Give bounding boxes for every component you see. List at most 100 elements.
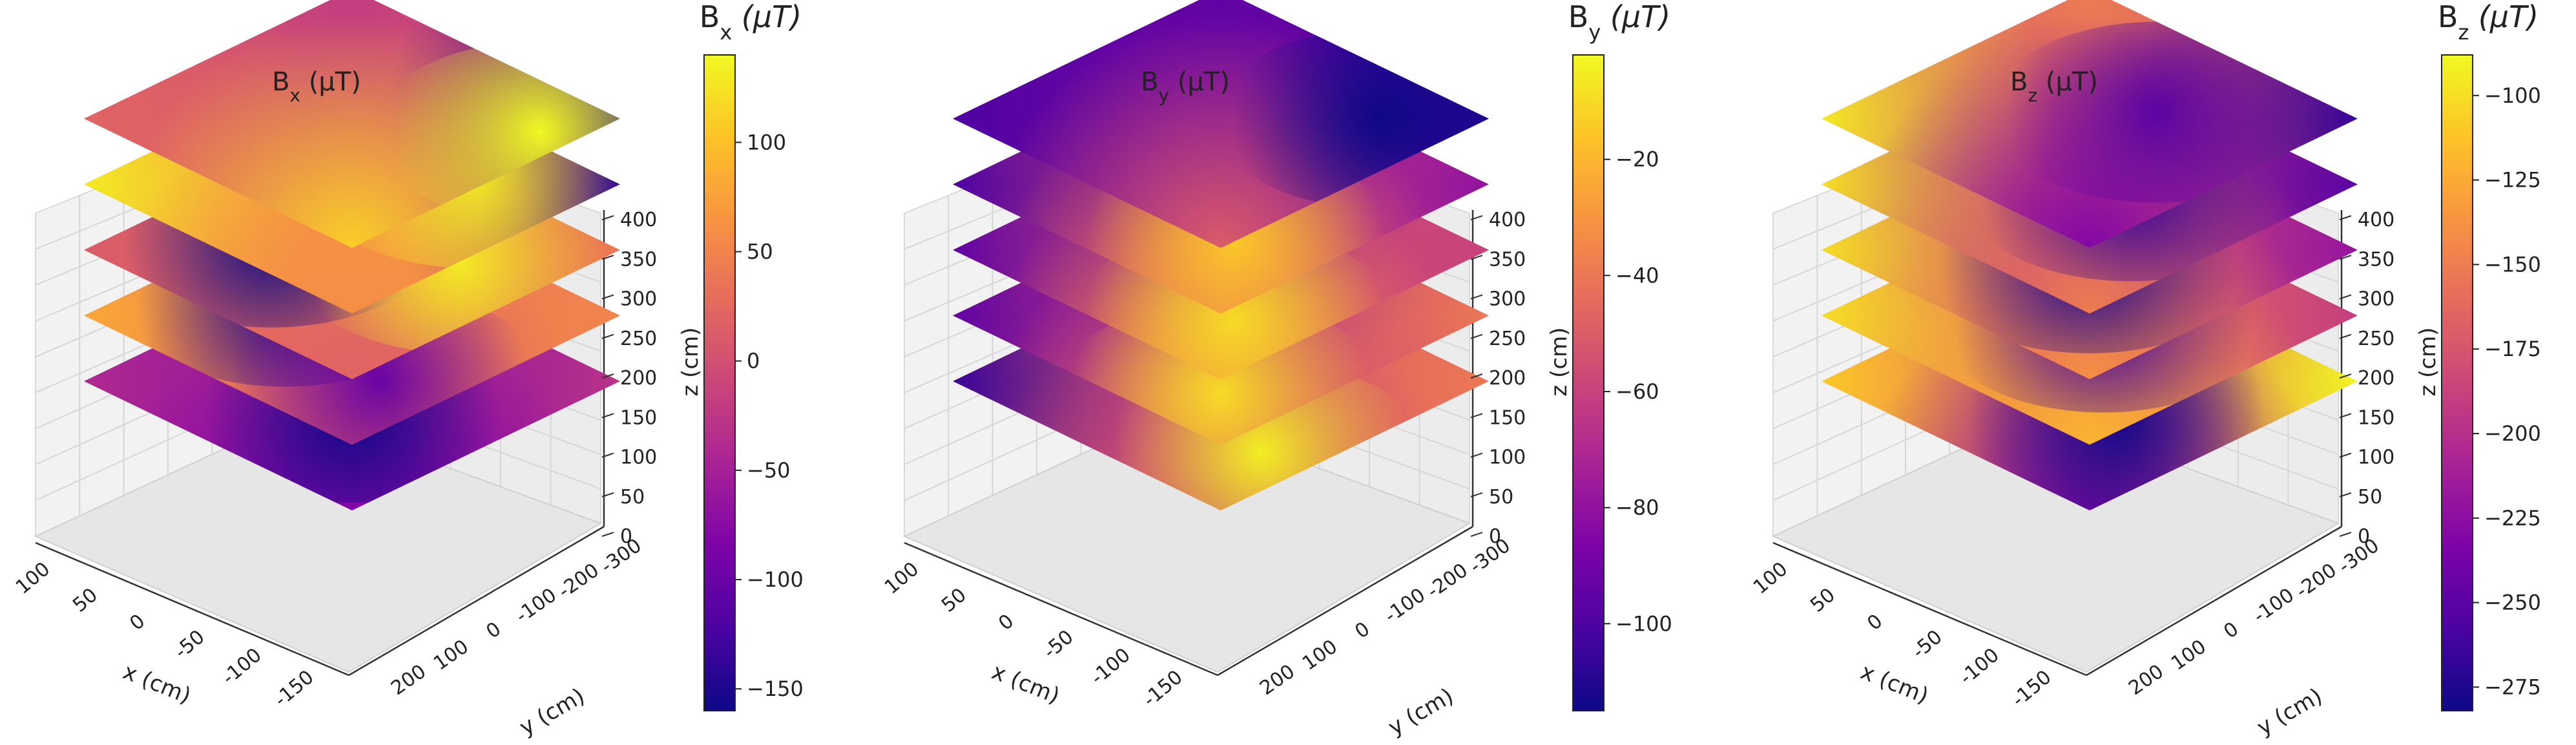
colorbar: −20 −40 −60 −80 −100 [1572,54,1672,711]
z-tick-label: 50 [2358,486,2382,509]
colorbar-tick-label: −100 [2484,83,2541,108]
z-tick-mark [601,413,614,419]
z-tick-label: 300 [1489,288,1526,311]
x-tick-label: -50 [1908,625,1947,663]
colorbar-tick-label: −200 [2484,421,2541,446]
x-tick-label: -100 [218,644,266,689]
z-tick-label: 200 [620,367,657,390]
z-tick-label: 100 [620,446,657,469]
z-tick-mark [1470,413,1483,419]
z-tick-label: 300 [620,288,657,311]
z-tick-label: 200 [1489,367,1526,390]
colorbar-gradient [1572,54,1605,711]
z-tick-mark [601,373,614,379]
y-axis-line [348,525,605,677]
x-tick-label: 100 [880,558,923,599]
y-tick-label: -100 [1380,584,1429,628]
x-tick-label: 100 [1749,558,1792,599]
colorbar: −100 −125 −150 −175 −200 −225 −250 −275 [2441,54,2541,711]
panel-title: Bx (μT) [272,67,361,106]
z-tick-mark [2339,413,2352,419]
z-tick-mark [1470,215,1483,220]
colorbar-label: Bz (μT) [2438,0,2539,45]
colorbar-tick-label: 100 [747,130,786,154]
panel-title: Bz (μT) [2010,67,2098,106]
plane-hotspot [371,41,620,222]
colorbar-tick-label: −20 [1615,147,1659,172]
x-tick-label: -150 [1139,666,1187,712]
colorbar-tick-label: −250 [2484,591,2541,615]
x-tick-label: 50 [68,583,102,616]
z-tick-label: 150 [620,406,657,429]
z-tick-label: 250 [1489,328,1526,350]
z-tick-label: 50 [620,486,645,509]
x-tick-label: 0 [994,610,1018,635]
colorbar-tick-label: 50 [747,240,773,264]
surface-planes [953,0,1489,510]
colorbar-label: Bx (μT) [700,0,802,45]
y-axis-line [2086,525,2342,677]
x-axis-label: x (cm) [119,659,194,709]
surface-planes [1822,0,2358,510]
z-tick-mark [601,492,614,498]
x-tick-label: -50 [171,625,209,663]
colorbar-tick-label: −175 [2484,337,2541,361]
y-axis-label: y (cm) [515,683,590,740]
z-axis-label: z (cm) [678,328,703,397]
x-tick-label: 0 [125,610,149,635]
z-tick-mark [1470,255,1483,260]
z-tick-label: 300 [2358,288,2394,311]
z-tick-mark [601,452,614,458]
z-tick-label: 0 [2358,525,2370,548]
z-tick-mark [2339,215,2352,220]
z-tick-mark [601,532,614,537]
z-tick-mark [2339,255,2352,260]
x-tick-label: 50 [1806,583,1840,616]
z-tick-mark [2339,333,2352,339]
colorbar-tick-label: −225 [2484,506,2541,530]
y-tick-label: 200 [387,660,430,700]
colorbar-tick-label: −275 [2484,675,2541,699]
z-tick-label: 50 [1489,486,1513,509]
colorbar-tick-label: −150 [2484,252,2541,277]
panel-title: By (μT) [1141,67,1230,106]
z-tick-label: 350 [620,248,657,271]
x-axis-label: x (cm) [988,659,1063,709]
x-tick-label: -100 [1955,644,2004,689]
y-tick-label: 200 [1256,660,1299,700]
y-axis-line [1217,525,1473,677]
x-axis-line [35,541,349,677]
colorbar-tick-label: 0 [747,349,760,373]
z-tick-label: 400 [1489,209,1526,231]
z-tick-mark [2339,294,2352,300]
y-tick-label: -200 [554,559,603,603]
colorbar-label: By (μT) [1568,0,1670,45]
z-tick-label: 0 [1489,525,1501,548]
colorbar-tick-label: −80 [1615,496,1659,520]
y-tick-label: 100 [2167,635,2210,675]
z-tick-mark [601,215,614,220]
colorbar-tick-label: −40 [1615,263,1659,288]
x-axis-line [1772,541,2087,677]
z-tick-label: 350 [1489,248,1526,271]
x-tick-label: -150 [270,666,318,712]
colorbar-tick-label: −60 [1615,379,1659,404]
plane-z-340 [953,0,1489,248]
y-tick-label: -200 [1423,559,1472,603]
x-tick-label: 100 [12,558,54,599]
colorbar-tick-label: −125 [2484,168,2541,193]
x-tick-label: -100 [1086,644,1135,689]
z-tick-label: 100 [2358,446,2394,469]
colorbar-gradient [2441,54,2473,711]
z-tick-mark [1470,452,1483,458]
z-tick-label: 400 [620,209,657,231]
z-tick-mark [1470,294,1483,300]
z-tick-label: 150 [2358,406,2394,429]
y-tick-label: 200 [2124,660,2168,700]
z-tick-mark [2339,452,2352,458]
x-tick-label: -150 [2008,666,2056,712]
